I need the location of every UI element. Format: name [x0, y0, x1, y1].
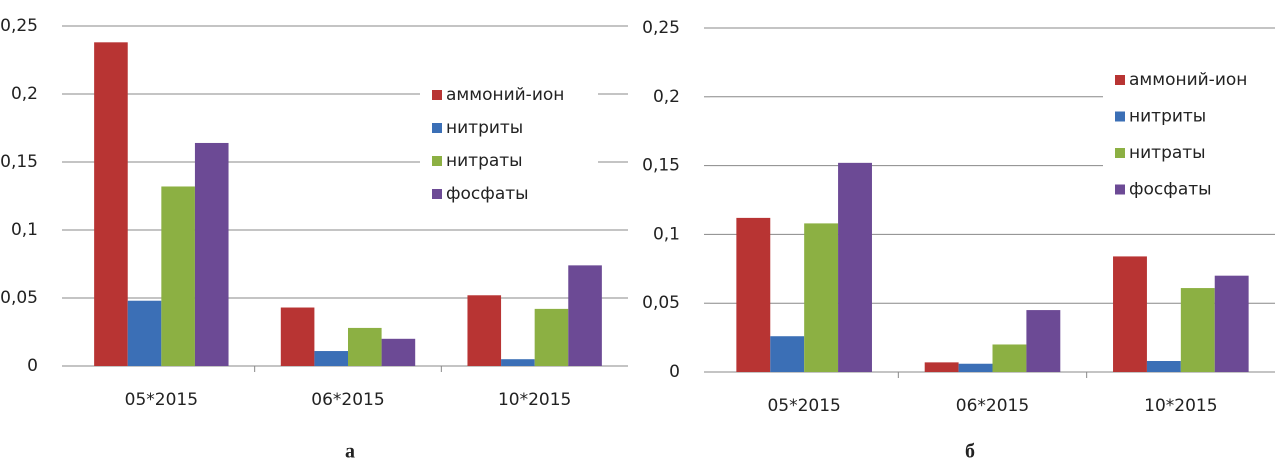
bar [314, 351, 348, 366]
x-tick-label: 06*2015 [311, 390, 384, 410]
bar [958, 363, 993, 372]
bar [280, 307, 315, 366]
legend-swatch [1115, 184, 1125, 195]
caption: а [345, 441, 355, 463]
bar [1113, 256, 1147, 372]
legend-swatch [1115, 111, 1125, 122]
bar [924, 362, 959, 372]
bar [161, 186, 195, 366]
bar [501, 359, 535, 366]
y-tick-label: 0,15 [0, 152, 38, 172]
bar [534, 308, 569, 366]
x-tick-label: 10*2015 [1144, 396, 1217, 416]
bar [194, 142, 229, 366]
x-tick-label: 06*2015 [956, 396, 1029, 416]
y-tick-label: 0,2 [11, 84, 38, 104]
bar [467, 295, 502, 366]
bar [568, 265, 602, 366]
legend-label: фосфаты [446, 184, 529, 204]
y-tick-label: 0,25 [642, 18, 680, 38]
bar [1026, 310, 1061, 372]
x-tick-label: 10*2015 [498, 390, 571, 410]
bar [1146, 360, 1181, 372]
x-tick-label: 05*2015 [125, 390, 198, 410]
legend-swatch [432, 156, 442, 166]
bar [127, 300, 162, 366]
bar [1180, 288, 1215, 372]
bar [992, 344, 1027, 372]
y-tick-label: 0 [669, 362, 680, 382]
bar [736, 217, 771, 372]
legend-swatch [1115, 148, 1125, 158]
legend-swatch [432, 90, 442, 100]
legend-swatch [1115, 75, 1125, 85]
y-tick-label: 0,1 [653, 224, 680, 244]
bar [804, 223, 839, 372]
legend-label: нитриты [446, 118, 523, 138]
legend-label: аммоний-ион [446, 85, 564, 105]
y-tick-label: 0,1 [11, 220, 38, 240]
legend-label: нитраты [1129, 143, 1206, 163]
y-tick-label: 0,05 [642, 293, 680, 313]
bar [94, 42, 128, 366]
y-tick-label: 0,15 [642, 156, 680, 176]
caption: б [965, 441, 975, 463]
legend-label: нитриты [1129, 107, 1206, 127]
x-tick-label: 05*2015 [767, 396, 840, 416]
legend-swatch [432, 189, 442, 199]
bar [770, 336, 805, 372]
y-tick-label: 0,25 [0, 16, 38, 36]
legend-swatch [432, 123, 442, 133]
y-tick-label: 0,05 [0, 288, 38, 308]
legend-label: фосфаты [1129, 180, 1212, 200]
legend-box [420, 77, 598, 212]
bar [838, 162, 872, 372]
y-tick-label: 0,2 [653, 87, 680, 107]
legend-label: нитраты [446, 151, 523, 171]
y-tick-label: 0 [27, 356, 38, 376]
bar [348, 327, 382, 366]
legend-box [1103, 62, 1281, 208]
legend-label: аммоний-ион [1129, 70, 1247, 90]
bar [381, 338, 416, 366]
bar [1214, 275, 1249, 372]
